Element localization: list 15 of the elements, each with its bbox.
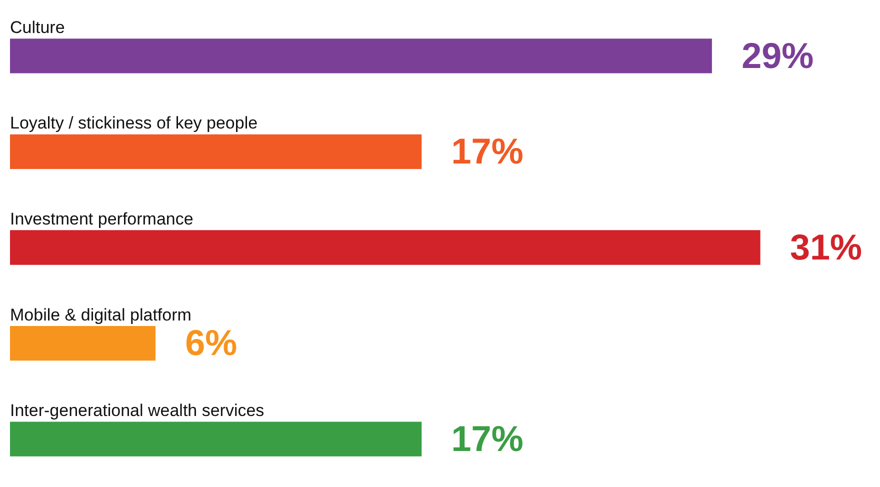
data-label: 6% <box>185 322 238 364</box>
y-tick-label: Loyalty / stickiness of key people <box>10 114 258 133</box>
bar <box>10 38 712 74</box>
data-label: 17% <box>451 418 524 460</box>
y-tick-label: Investment performance <box>10 210 194 228</box>
data-label: 17% <box>451 130 524 172</box>
data-label: 29% <box>742 34 814 76</box>
y-tick-label: Mobile & digital platform <box>10 305 192 324</box>
data-label: 31% <box>790 226 862 268</box>
y-tick-label: Culture <box>10 18 65 37</box>
bar <box>10 134 422 170</box>
bar <box>10 422 422 456</box>
bar <box>10 326 156 361</box>
y-tick-label: Inter-generational wealth services <box>10 401 264 420</box>
bar <box>10 230 760 265</box>
